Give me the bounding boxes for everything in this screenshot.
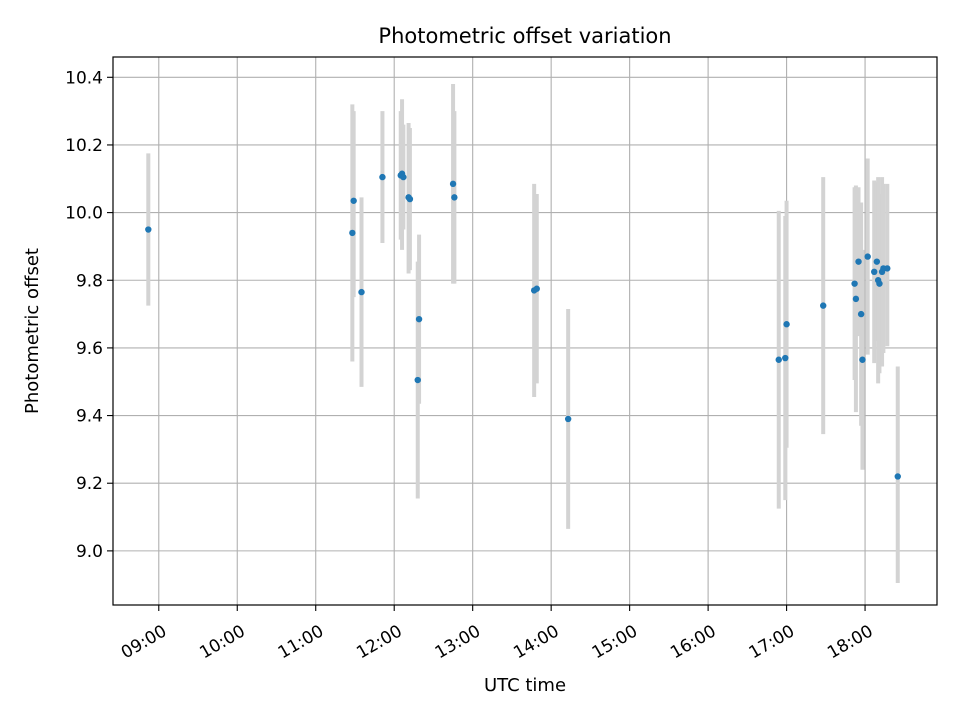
y-tick-label: 9.8 — [76, 271, 103, 291]
y-tick-label: 9.4 — [76, 407, 103, 427]
plot-frame — [112, 56, 938, 606]
data-point — [145, 226, 152, 233]
chart-title: Photometric offset variation — [378, 24, 671, 48]
data-point — [855, 258, 862, 265]
data-point — [406, 195, 414, 203]
y-tick-label: 9.2 — [76, 474, 103, 494]
data-point — [449, 180, 457, 188]
data-point — [451, 194, 458, 201]
data-point — [349, 229, 356, 237]
data-point — [876, 280, 883, 287]
data-point — [415, 315, 423, 323]
data-point — [533, 285, 540, 292]
y-axis-label: Photometric offset — [22, 248, 43, 414]
data-point — [414, 376, 421, 384]
data-point — [873, 258, 881, 265]
data-point — [859, 356, 866, 363]
data-point — [820, 302, 827, 309]
data-point — [564, 415, 572, 423]
plot-area — [113, 57, 937, 605]
data-point — [379, 173, 386, 181]
data-points — [145, 170, 901, 480]
data-point — [350, 197, 357, 204]
data-point — [894, 473, 901, 480]
data-point — [852, 295, 860, 303]
data-point — [851, 280, 858, 287]
data-point — [782, 354, 789, 362]
data-point — [783, 321, 790, 328]
data-point — [775, 356, 782, 363]
data-point — [864, 253, 871, 260]
y-tick-label: 10.0 — [65, 204, 103, 224]
data-point — [884, 265, 891, 272]
data-point — [358, 288, 365, 296]
data-point — [400, 173, 407, 181]
x-axis-label: UTC time — [484, 675, 566, 696]
y-tick-label: 9.6 — [76, 339, 103, 359]
data-point — [871, 268, 878, 276]
y-axis: 9.0 9.2 9.4 9.6 9.8 10.0 10.2 10.4 — [65, 68, 113, 562]
grid — [113, 57, 937, 605]
y-tick-label: 10.4 — [65, 68, 103, 88]
data-point — [857, 310, 865, 318]
y-tick-label: 10.2 — [65, 136, 103, 156]
y-tick-label: 9.0 — [76, 542, 103, 562]
